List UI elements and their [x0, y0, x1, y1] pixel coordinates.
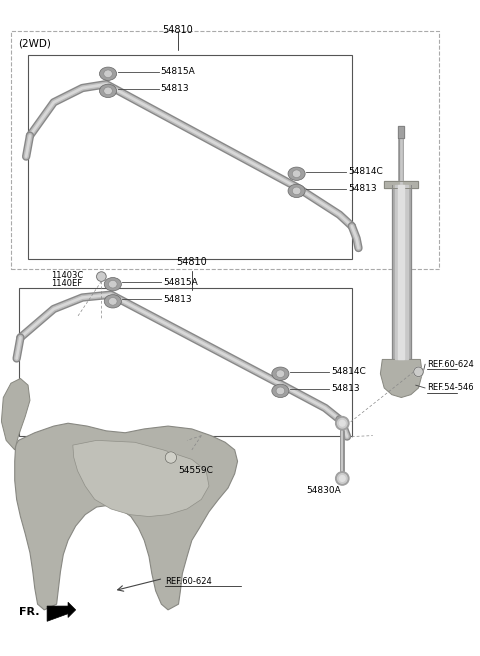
Polygon shape	[392, 185, 411, 359]
Ellipse shape	[292, 170, 301, 178]
Polygon shape	[395, 185, 408, 359]
Ellipse shape	[276, 370, 285, 377]
Text: 1140EF: 1140EF	[51, 279, 82, 289]
Text: REF.54-546: REF.54-546	[427, 384, 474, 392]
Text: 54815A: 54815A	[160, 68, 195, 76]
Text: FR.: FR.	[19, 607, 39, 617]
Text: 54813: 54813	[348, 184, 377, 194]
Ellipse shape	[104, 295, 121, 308]
Circle shape	[337, 474, 347, 483]
Circle shape	[336, 417, 349, 430]
Text: 54813: 54813	[160, 85, 189, 94]
Polygon shape	[384, 181, 419, 188]
Text: 54815A: 54815A	[163, 277, 198, 287]
Ellipse shape	[104, 70, 112, 77]
Ellipse shape	[104, 87, 112, 94]
Bar	[11, 31, 439, 269]
Polygon shape	[1, 379, 30, 450]
Circle shape	[165, 452, 177, 463]
Ellipse shape	[272, 367, 289, 380]
Text: REF.60-624: REF.60-624	[427, 359, 474, 369]
Text: 54830A: 54830A	[306, 486, 341, 495]
Ellipse shape	[288, 167, 305, 180]
Polygon shape	[398, 185, 404, 359]
Polygon shape	[47, 602, 76, 621]
Ellipse shape	[104, 277, 121, 291]
Circle shape	[339, 476, 345, 482]
Text: 54813: 54813	[331, 384, 360, 394]
Ellipse shape	[108, 298, 117, 305]
Text: 54814C: 54814C	[331, 367, 366, 377]
Circle shape	[336, 472, 349, 485]
Text: (2WD): (2WD)	[19, 39, 51, 49]
Bar	[28, 54, 352, 259]
Polygon shape	[15, 423, 238, 610]
Polygon shape	[380, 359, 422, 398]
Text: 54559C: 54559C	[179, 466, 214, 475]
Ellipse shape	[99, 67, 117, 81]
Text: 54810: 54810	[177, 257, 207, 267]
Text: 54810: 54810	[162, 25, 193, 35]
Circle shape	[414, 367, 423, 377]
Text: 54814C: 54814C	[348, 167, 383, 176]
Ellipse shape	[108, 280, 117, 288]
Ellipse shape	[288, 184, 305, 197]
Text: REF.60-624: REF.60-624	[165, 577, 212, 586]
Ellipse shape	[272, 384, 289, 398]
Polygon shape	[398, 126, 404, 138]
Text: 11403C: 11403C	[51, 271, 83, 280]
Circle shape	[96, 272, 106, 281]
Text: 54813: 54813	[163, 295, 192, 304]
Ellipse shape	[99, 84, 117, 98]
Circle shape	[339, 420, 345, 426]
Ellipse shape	[276, 387, 285, 395]
Ellipse shape	[292, 187, 301, 195]
Bar	[19, 288, 352, 436]
Circle shape	[337, 419, 347, 428]
Polygon shape	[73, 440, 209, 516]
